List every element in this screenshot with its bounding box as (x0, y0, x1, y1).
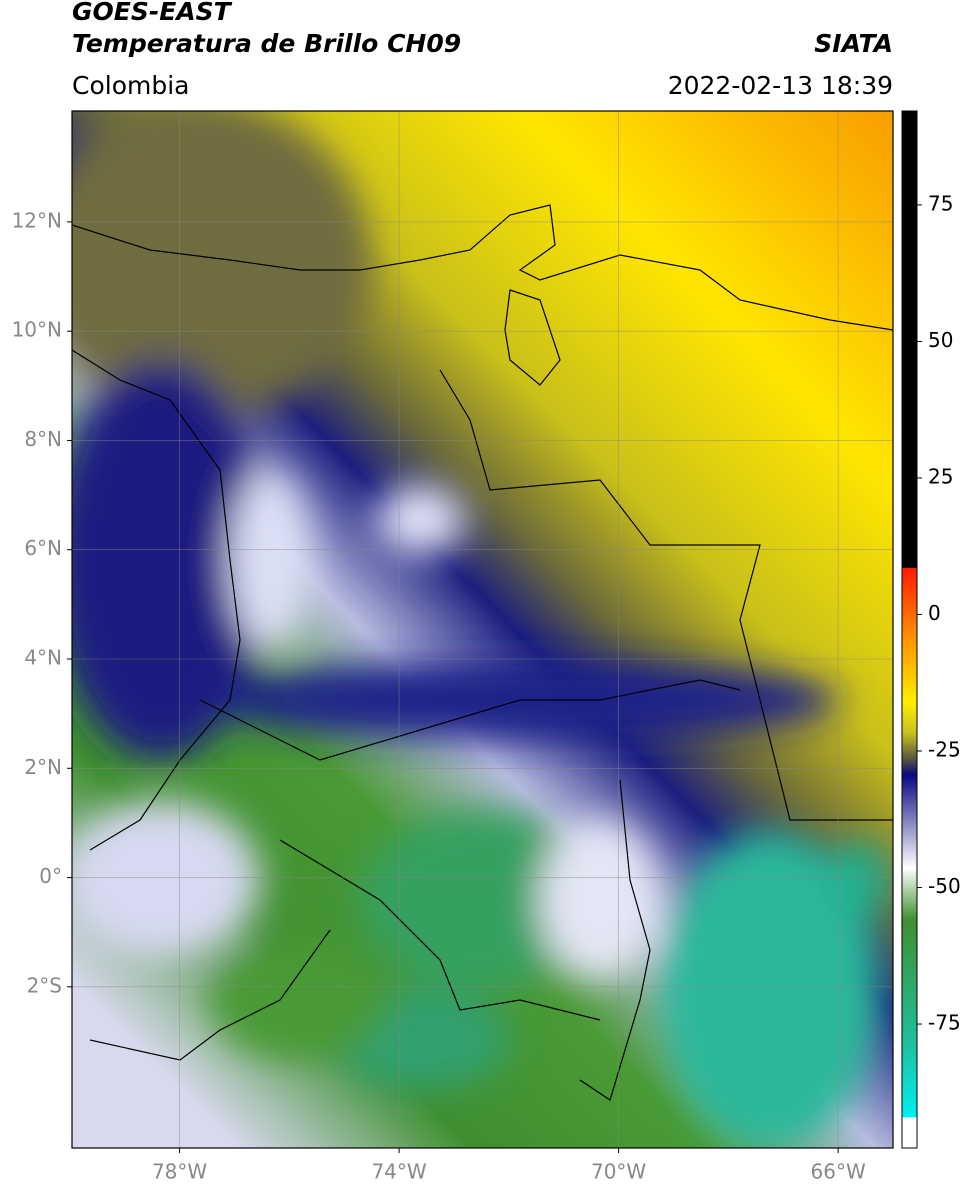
colorbar-tick-label: 75 (928, 191, 953, 215)
lon-tick-label: 70°W (591, 1160, 646, 1184)
colorbar-tick-label: 50 (928, 328, 953, 352)
region: Colombia (72, 71, 189, 100)
lat-tick-label: 6°N (24, 536, 62, 560)
lat-tick-label: 2°N (24, 755, 62, 779)
datetime: 2022-02-13 18:39 (668, 71, 893, 100)
lat-tick-label: 10°N (12, 318, 62, 342)
map-frame (71, 110, 894, 1149)
grid (72, 111, 893, 1148)
colorbar-tick-label: -25 (928, 738, 961, 762)
lat-tick-label: 2°S (27, 973, 62, 997)
lon-tick-label: 78°W (152, 1160, 207, 1184)
colorbar-tick-label: 0 (928, 601, 941, 625)
colorbar-tick-label: -75 (928, 1011, 961, 1035)
imagery (72, 111, 893, 1148)
subtitle: Temperatura de Brillo CH09 (72, 29, 461, 58)
source: SIATA (814, 29, 893, 58)
colorbar (901, 110, 918, 1149)
title: GOES-EAST (72, 0, 233, 26)
lon-tick-label: 66°W (811, 1160, 866, 1184)
lat-tick-label: 4°N (24, 646, 62, 670)
lat-tick-label: 0° (39, 864, 62, 888)
colorbar-tick-label: -50 (928, 874, 961, 898)
lon-tick-label: 74°W (371, 1160, 426, 1184)
lat-tick-label: 12°N (12, 208, 62, 232)
lat-tick-label: 8°N (24, 427, 62, 451)
colorbar-tick-label: 25 (928, 464, 953, 488)
